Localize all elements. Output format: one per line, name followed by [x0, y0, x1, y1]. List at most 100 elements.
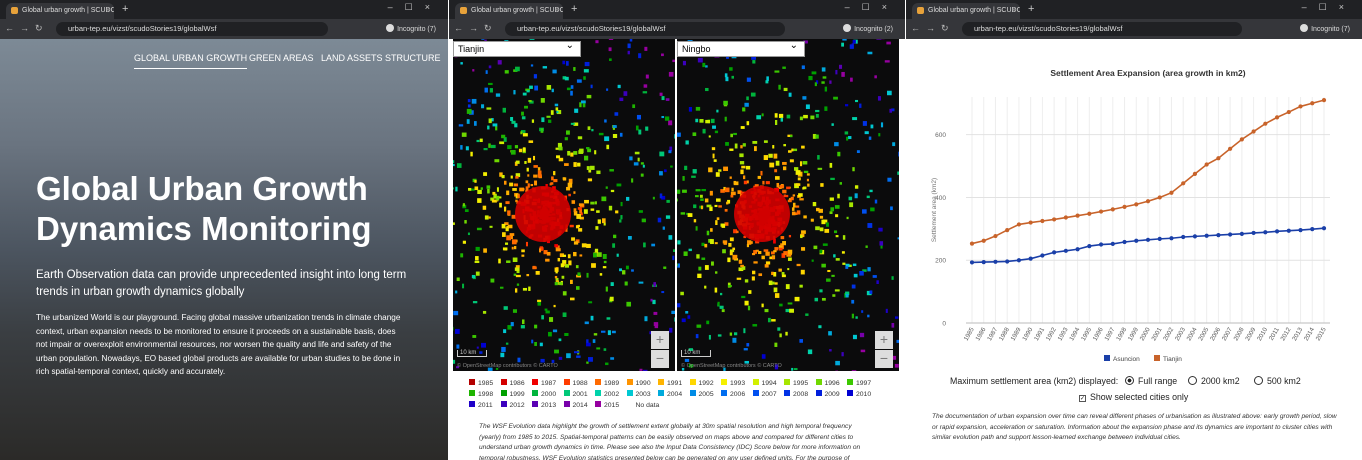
settlement-patch: [850, 77, 853, 82]
settlement-patch: [894, 363, 899, 368]
settlement-patch: [652, 299, 656, 305]
settlement-patch: [501, 346, 506, 352]
settlement-patch: [555, 248, 561, 252]
settlement-patch: [564, 163, 569, 166]
profile[interactable]: Incognito (7): [386, 24, 436, 33]
menu-item[interactable]: LAND ASSETS STRUCTURE: [321, 53, 441, 63]
settlement-patch: [778, 84, 781, 90]
new-tab[interactable]: +: [1028, 3, 1035, 15]
nav-buttons[interactable]: ←→↻: [911, 23, 955, 33]
checkbox-option[interactable]: ✓ Show selected cities only: [1079, 392, 1188, 402]
zoom-in[interactable]: +: [651, 331, 669, 349]
settlement-patch: [860, 349, 866, 353]
menu-item[interactable]: GLOBAL URBAN GROWTH: [134, 53, 248, 69]
legend-swatch: [469, 379, 475, 385]
range-option[interactable]: 500 km2: [1254, 376, 1301, 386]
hero-title: Global Urban Growth Dynamics Monitoring: [36, 170, 372, 247]
tab-close[interactable]: ×: [554, 7, 559, 14]
tab[interactable]: Global urban growth | SCUDO ×: [6, 3, 114, 19]
settlement-patch: [635, 125, 639, 131]
settlement-patch: [781, 272, 785, 275]
zoom-out[interactable]: −: [875, 350, 893, 368]
settlement-patch: [518, 148, 523, 153]
settlement-patch: [577, 224, 580, 228]
settlement-patch: [515, 173, 521, 178]
settlement-patch: [566, 87, 571, 91]
settlement-patch: [558, 281, 563, 286]
legend-label: 2008: [793, 391, 809, 398]
radio[interactable]: [1125, 376, 1134, 385]
settlement-patch: [727, 199, 731, 204]
url[interactable]: urban-tep.eu/vizst/scudoStories19/global…: [56, 22, 328, 36]
menu-item[interactable]: GREEN AREAS: [249, 53, 314, 63]
option-label: Full range: [1138, 376, 1178, 386]
y-tick-label: 0: [942, 321, 946, 328]
settlement-patch: [659, 193, 663, 199]
profile[interactable]: Incognito (2): [843, 24, 893, 33]
nav-buttons[interactable]: ←→↻: [5, 23, 49, 33]
settlement-patch: [553, 179, 558, 183]
settlement-patch: [502, 107, 507, 113]
map-description: The WSF Evolution data highlight the gro…: [479, 423, 861, 460]
settlement-patch: [741, 266, 746, 270]
range-option[interactable]: 2000 km2: [1188, 376, 1240, 386]
settlement-patch: [664, 169, 667, 173]
settlement-patch: [461, 132, 467, 137]
settlement-patch: [729, 249, 735, 253]
data-point: [1052, 250, 1057, 255]
settlement-patch: [571, 237, 576, 241]
settlement-patch: [717, 301, 720, 306]
url[interactable]: urban-tep.eu/vizst/scudoStories19/global…: [962, 22, 1242, 36]
settlement-patch: [665, 215, 671, 219]
settlement-patch: [490, 144, 496, 149]
settlement-patch: [544, 308, 548, 311]
profile[interactable]: Incognito (7): [1300, 24, 1350, 33]
settlement-patch: [586, 94, 592, 99]
settlement-patch: [799, 284, 803, 288]
zoom-out[interactable]: −: [651, 350, 669, 368]
city-select[interactable]: Ningbo: [677, 39, 805, 57]
nav-buttons[interactable]: ←→↻: [454, 23, 498, 33]
tab-close[interactable]: ×: [105, 7, 110, 14]
settlement-patch: [705, 87, 709, 92]
settlement-patch: [774, 120, 778, 125]
x-tick-label: 2000: [1139, 326, 1152, 342]
range-option[interactable]: Full range: [1125, 376, 1177, 386]
settlement-patch: [577, 136, 583, 140]
settlement-patch: [681, 367, 685, 371]
city-select[interactable]: Tianjin: [453, 39, 581, 57]
settlement-patch: [692, 169, 697, 174]
settlement-patch: [608, 205, 613, 211]
settlement-patch: [821, 81, 825, 84]
settlement-patch: [560, 263, 564, 268]
settlement-patch: [453, 359, 456, 364]
radio[interactable]: [1254, 376, 1263, 385]
new-tab[interactable]: +: [571, 3, 578, 15]
legend-label: 1996: [824, 380, 840, 387]
settlement-patch: [782, 166, 787, 171]
data-point: [1228, 232, 1233, 237]
legend-swatch: [815, 379, 822, 385]
tab[interactable]: Global urban growth | SCUDO ×: [455, 3, 563, 19]
url[interactable]: urban-tep.eu/vizst/scudoStories19/global…: [505, 22, 785, 36]
settlement-patch: [533, 174, 538, 178]
settlement-patch: [874, 75, 877, 79]
settlement-patch: [771, 281, 775, 285]
settlement-patch: [744, 360, 749, 364]
legend-label: 2000: [541, 391, 557, 398]
new-tab[interactable]: +: [122, 3, 129, 15]
tab[interactable]: Global urban growth | SCUDO ×: [912, 3, 1020, 19]
settlement-patch: [774, 169, 778, 173]
radio[interactable]: [1188, 376, 1197, 385]
settlement-patch: [779, 303, 783, 307]
legend-swatch: [532, 390, 538, 396]
settlement-patch: [566, 353, 571, 359]
map-imagery: [453, 39, 675, 371]
settlement-patch: [846, 216, 849, 220]
settlement-patch: [513, 273, 517, 276]
tab-close[interactable]: ×: [1011, 7, 1016, 14]
settlement-patch: [763, 140, 768, 143]
option-label: 500 km2: [1267, 376, 1301, 386]
zoom-in[interactable]: +: [875, 331, 893, 349]
checkbox[interactable]: ✓: [1079, 395, 1086, 402]
